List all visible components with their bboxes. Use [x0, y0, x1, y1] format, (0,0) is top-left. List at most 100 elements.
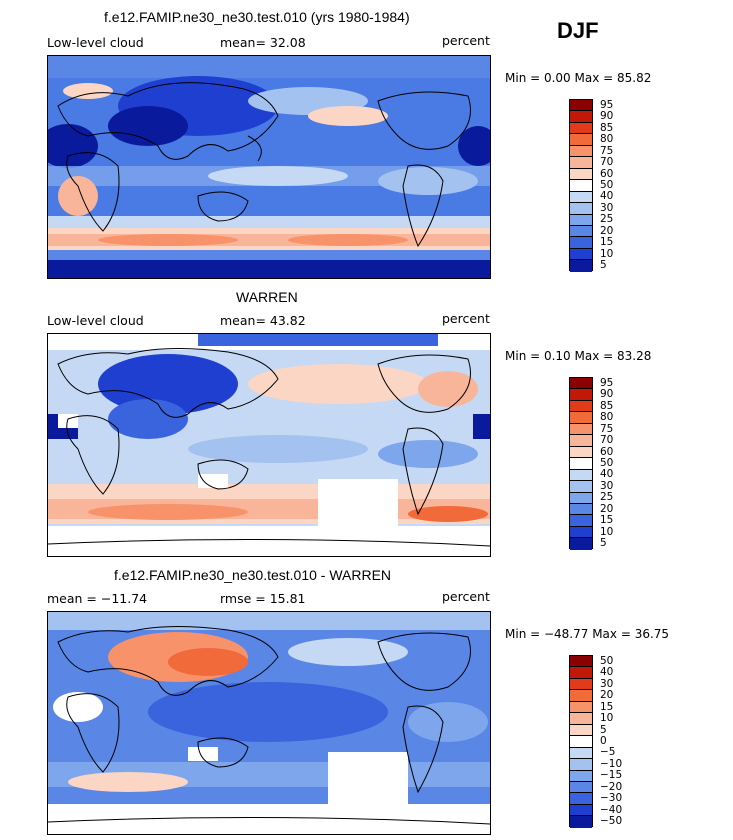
colorbar-swatch: [570, 389, 592, 401]
colorbar-swatch: [570, 111, 592, 123]
colorbar-level-label: 50: [600, 654, 614, 667]
panel-2-map: [47, 333, 491, 557]
colorbar-swatch: [570, 134, 592, 146]
colorbar-level-label: 5: [600, 723, 607, 736]
panel-1-units-label: percent: [442, 33, 490, 48]
colorbar-swatch: [570, 378, 592, 390]
panel-1-variable-label: Low-level cloud: [47, 35, 144, 50]
panel-3-min-max: Min = −48.77 Max = 36.75: [505, 627, 670, 641]
panel-3-colorbar: 50 40 30 20 15 10 5 0 −5 −10 −15 −20 −30 −40 −50: [569, 654, 629, 828]
colorbar-swatch: [570, 526, 592, 539]
colorbar-swatch: [570, 481, 592, 493]
colorbar-level-label: 25: [600, 491, 614, 504]
colorbar-level-label: 20: [600, 224, 614, 237]
panel-1-map: [47, 55, 491, 279]
colorbar-level-label: 95: [600, 376, 614, 389]
colorbar-swatch: [570, 400, 592, 413]
panel-2-min-max: Min = 0.10 Max = 83.28: [505, 349, 652, 363]
colorbar-level-label: 15: [600, 700, 614, 713]
colorbar-level-label: 40: [600, 666, 614, 679]
panel-3-units-label: percent: [442, 589, 490, 604]
colorbar-level-label: 80: [600, 411, 614, 424]
colorbar-level-label: 70: [600, 156, 614, 169]
colorbar-swatch: [570, 503, 592, 516]
colorbar-swatch: [570, 248, 592, 261]
colorbar-swatch: [570, 538, 592, 550]
colorbar-level-label: 95: [600, 98, 614, 111]
colorbar-swatch: [570, 122, 592, 135]
colorbar-swatch: [570, 260, 592, 272]
colorbar-swatch: [570, 816, 592, 828]
panel-1-mean-label: mean= 32.08: [220, 35, 306, 50]
colorbar-level-label: 25: [600, 213, 614, 226]
colorbar-swatch: [570, 446, 592, 459]
panel-2-variable-label: Low-level cloud: [47, 313, 144, 328]
colorbar-swatch: [570, 180, 592, 192]
panel-2-mean-label: mean= 43.82: [220, 313, 306, 328]
colorbar-swatch: [570, 214, 592, 226]
panel-3-mean-label: mean = −11.74: [47, 591, 148, 606]
colorbar-level-label: 40: [600, 190, 614, 203]
colorbar-level-label: 75: [600, 422, 614, 435]
colorbar-swatch: [570, 690, 592, 702]
panel-1-colorbar: 95 90 85 80 75 70 60 50 40 30 25 20 15 10 5: [569, 98, 629, 272]
panel-1-contour-field: [48, 56, 490, 278]
colorbar-level-label: 40: [600, 468, 614, 481]
colorbar-level-label: 30: [600, 677, 614, 690]
colorbar-swatch: [570, 191, 592, 204]
panel-1-colorbar-scale: [569, 99, 593, 272]
panel-2-title: WARREN: [236, 289, 298, 305]
colorbar-swatch: [570, 423, 592, 436]
colorbar-swatch: [570, 515, 592, 527]
colorbar-level-label: 5: [600, 259, 607, 272]
colorbar-swatch: [570, 793, 592, 805]
colorbar-swatch: [570, 203, 592, 215]
colorbar-level-label: 75: [600, 144, 614, 157]
colorbar-swatch: [570, 770, 592, 782]
panel-3-map: [47, 611, 491, 835]
colorbar-level-label: 85: [600, 399, 614, 412]
colorbar-level-label: −30: [600, 792, 623, 805]
colorbar-level-label: −50: [600, 815, 623, 828]
colorbar-level-label: 15: [600, 236, 614, 249]
panel-2-units-label: percent: [442, 311, 490, 326]
colorbar-level-label: −40: [600, 803, 623, 816]
colorbar-swatch: [570, 678, 592, 691]
colorbar-swatch: [570, 469, 592, 482]
colorbar-level-label: 30: [600, 479, 614, 492]
colorbar-level-label: 0: [600, 735, 607, 747]
colorbar-level-label: 60: [600, 445, 614, 458]
colorbar-level-label: 85: [600, 121, 614, 134]
panel-2-colorbar-scale: [569, 377, 593, 550]
colorbar-level-label: 90: [600, 110, 614, 123]
colorbar-swatch: [570, 701, 592, 714]
colorbar-level-label: 80: [600, 133, 614, 146]
colorbar-level-label: 10: [600, 525, 614, 538]
panel-1-title: f.e12.FAMIP.ne30_ne30.test.010 (yrs 1980…: [104, 9, 410, 25]
colorbar-swatch: [570, 804, 592, 817]
panel-3-title: f.e12.FAMIP.ne30_ne30.test.010 - WARREN: [114, 567, 392, 583]
colorbar-level-label: 50: [600, 457, 614, 469]
colorbar-level-label: 5: [600, 537, 607, 550]
colorbar-level-label: −20: [600, 780, 623, 793]
colorbar-swatch: [570, 667, 592, 679]
colorbar-level-label: −5: [600, 746, 616, 759]
colorbar-level-label: 50: [600, 179, 614, 191]
colorbar-level-label: 90: [600, 388, 614, 401]
panel-3-rmse-label: rmse = 15.81: [220, 591, 306, 606]
colorbar-swatch: [570, 492, 592, 504]
colorbar-swatch: [570, 435, 592, 447]
panel-1-min-max: Min = 0.00 Max = 85.82: [505, 71, 652, 85]
colorbar-level-label: 70: [600, 434, 614, 447]
colorbar-swatch: [570, 145, 592, 158]
colorbar-level-label: 10: [600, 247, 614, 260]
panel-2-contour-field: [48, 334, 490, 556]
colorbar-level-label: −15: [600, 769, 623, 782]
colorbar-swatch: [570, 412, 592, 424]
colorbar-level-label: 10: [600, 712, 614, 725]
panel-3-colorbar-scale: [569, 655, 593, 828]
colorbar-swatch: [570, 759, 592, 771]
colorbar-swatch: [570, 656, 592, 668]
colorbar-swatch: [570, 157, 592, 169]
panel-3-contour-field: [48, 612, 490, 834]
